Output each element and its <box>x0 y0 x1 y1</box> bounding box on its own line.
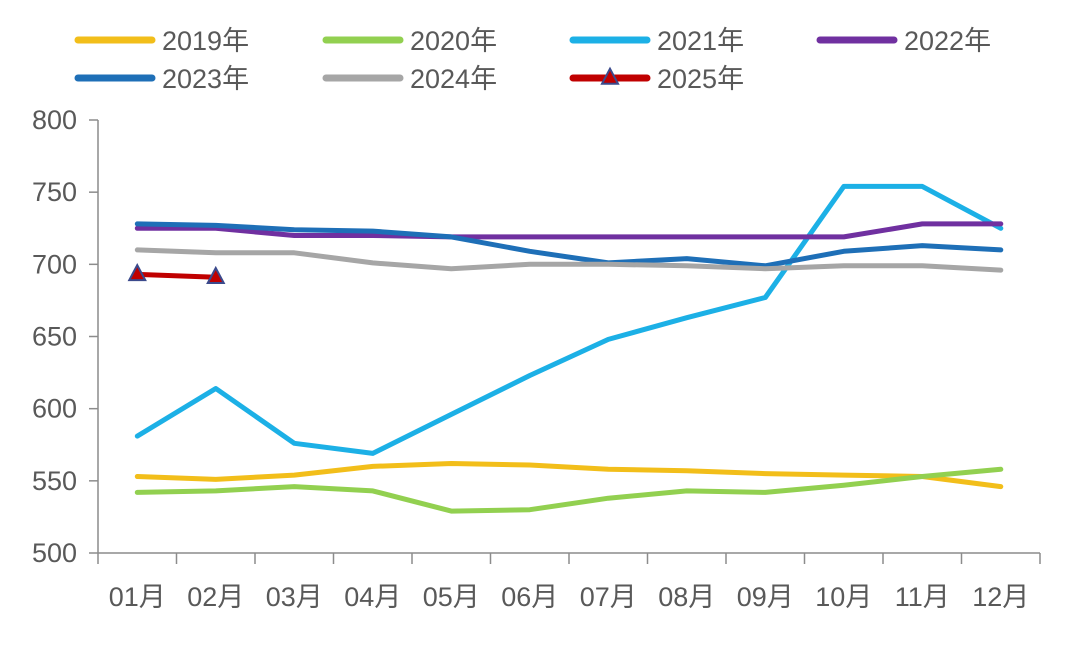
y-tick-label: 600 <box>32 394 77 424</box>
series-2023年 <box>134 221 1004 269</box>
x-tick-label: 11月 <box>895 582 950 612</box>
series-layer <box>127 183 1004 514</box>
y-tick-label: 800 <box>32 105 77 135</box>
legend-item: 2021年 <box>569 26 744 56</box>
series-2020年 <box>134 466 1004 514</box>
legend-label: 2025年 <box>657 64 744 94</box>
x-tick-label: 12月 <box>972 582 1029 612</box>
legend: 2019年 2020年 2021年 2022年 2023年 2024年 2025年 <box>74 26 991 94</box>
x-tick-label: 04月 <box>344 582 401 612</box>
x-tick-label: 05月 <box>423 582 480 612</box>
legend-item: 2025年 <box>569 64 744 94</box>
y-tick-label: 700 <box>32 249 77 279</box>
legend-label: 2022年 <box>904 26 991 56</box>
legend-item: 2020年 <box>322 26 497 56</box>
series-line <box>134 221 1004 240</box>
legend-label: 2023年 <box>162 64 249 94</box>
y-tick-label: 750 <box>32 177 77 207</box>
y-tick-label: 500 <box>32 538 77 568</box>
legend-label: 2021年 <box>657 26 744 56</box>
x-axis: 01月 02月 03月 04月 05月 06月 07月 08月 09月 10月 11月 12月 <box>97 552 1041 612</box>
y-tick-label: 550 <box>32 466 77 496</box>
legend-label: 2020年 <box>410 26 497 56</box>
series-line <box>134 183 1004 456</box>
series-2025年 <box>127 263 226 285</box>
legend-label: 2024年 <box>410 64 497 94</box>
series-line <box>134 221 1004 269</box>
legend-item: 2022年 <box>816 26 991 56</box>
series-line <box>134 466 1004 514</box>
data-point <box>127 263 147 282</box>
x-tick-label: 03月 <box>266 582 323 612</box>
legend-label: 2019年 <box>162 26 249 56</box>
series-line <box>134 247 1004 273</box>
y-tick-label: 650 <box>32 322 77 352</box>
x-tick-label: 02月 <box>187 582 244 612</box>
y-axis: 500 550 600 650 700 750 800 <box>32 105 99 568</box>
x-tick-label: 01月 <box>109 582 166 612</box>
series-2019年 <box>134 461 1004 490</box>
series-2021年 <box>134 183 1004 456</box>
x-tick-label: 10月 <box>815 582 872 612</box>
series-2022年 <box>134 221 1004 240</box>
data-point <box>206 265 226 285</box>
series-line <box>134 271 219 280</box>
legend-item: 2019年 <box>74 26 249 56</box>
x-tick-label: 08月 <box>658 582 715 612</box>
series-line <box>134 461 1004 490</box>
x-tick-label: 09月 <box>737 582 794 612</box>
series-2024年 <box>134 247 1004 273</box>
legend-marker <box>600 66 620 85</box>
x-tick-label: 06月 <box>501 582 558 612</box>
legend-item: 2023年 <box>74 64 249 94</box>
legend-item: 2024年 <box>322 64 497 94</box>
x-tick-label: 07月 <box>580 582 637 612</box>
